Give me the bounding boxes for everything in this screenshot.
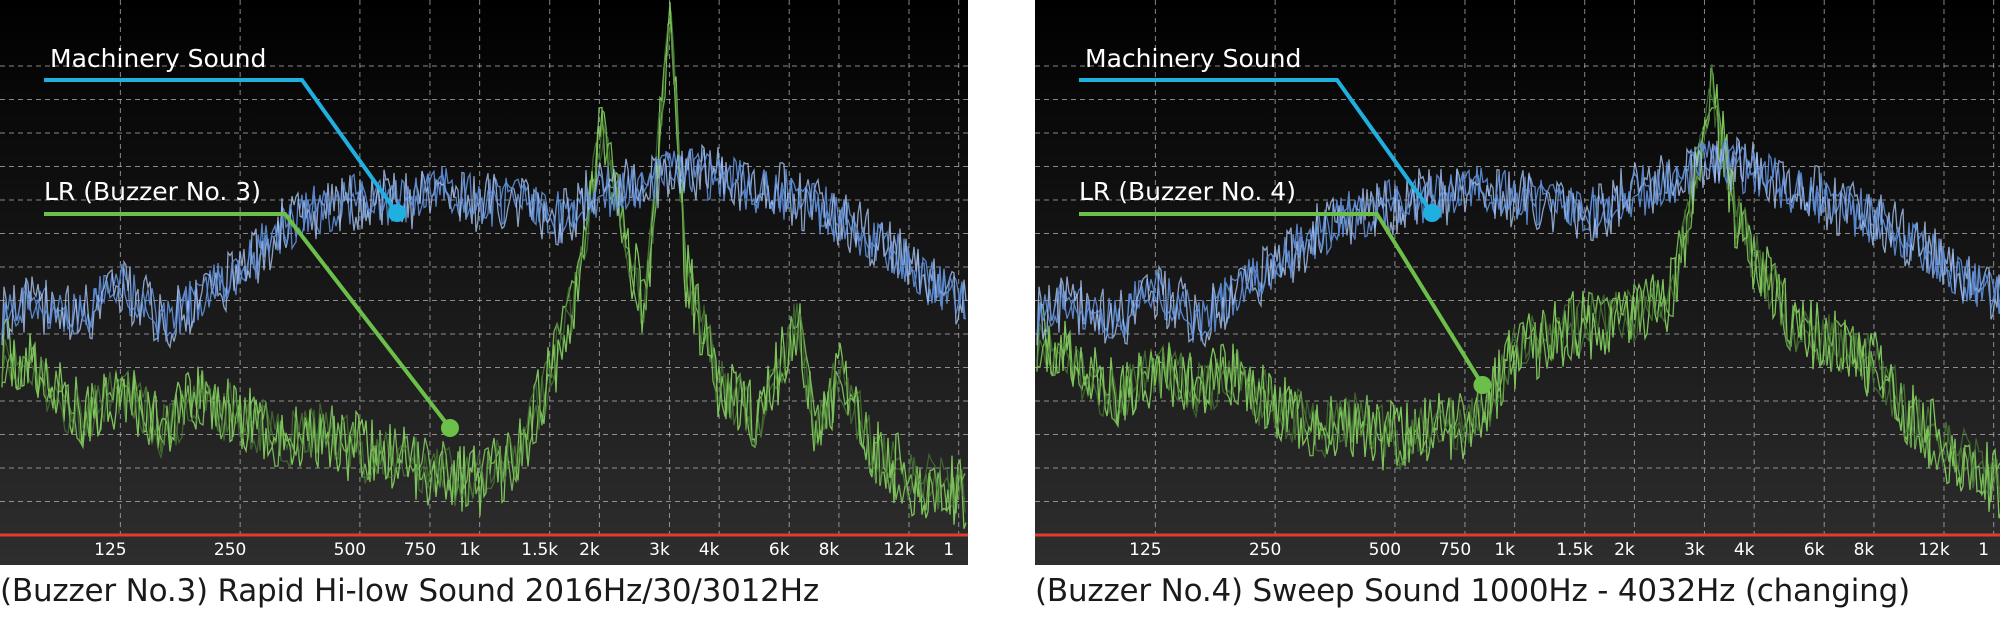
chart-caption: (Buzzer No.3) Rapid Hi-low Sound 2016Hz/… [0, 573, 819, 609]
series-lr-traces [1036, 64, 2000, 519]
x-tick-label: 6k [1804, 540, 1825, 560]
x-tick-label: 500 [1369, 540, 1401, 560]
series-lr-line [1036, 102, 2000, 502]
x-tick-label: 750 [404, 540, 436, 560]
x-tick-label: 4k [699, 540, 720, 560]
callout-lr-dot [1473, 376, 1492, 394]
series-lr-line [1036, 64, 2000, 497]
callout-machinery-label: Machinery Sound [50, 44, 266, 73]
chart-buzzer-3: 125 250 500 750 1k 1.5k 2k 3k 4k 6k 8k 12k 1 Machiner… [0, 0, 968, 565]
x-tick-label: 1.5k [521, 540, 558, 560]
x-tick-label: 12k [883, 540, 915, 560]
x-tick-label: 1k [1494, 540, 1515, 560]
series-machinery-traces [1036, 136, 2000, 348]
callout-machinery-label: Machinery Sound [1085, 44, 1301, 73]
x-tick-label: 1 [1978, 540, 1989, 560]
plot-background [0, 0, 968, 565]
chart-buzzer-4: 125 250 500 750 1k 1.5k 2k 3k 4k 6k 8k 12k 1 Machiner… [1035, 0, 2000, 565]
callouts: Machinery Sound LR (Buzzer No. 3) [44, 44, 459, 437]
x-tick-label: 8k [1854, 540, 1875, 560]
series-machinery-line [1036, 139, 2000, 339]
x-tick-label: 3k [1684, 540, 1705, 560]
callout-machinery-line [1079, 78, 1434, 215]
x-tick-label: 125 [1129, 540, 1161, 560]
callout-lr-line [1079, 212, 1485, 387]
series-machinery-traces [1, 143, 967, 349]
x-tick-label: 2k [1614, 540, 1635, 560]
series-machinery-line [1036, 136, 2000, 348]
callout-lr-dot [441, 419, 459, 437]
x-tick-label: 250 [1249, 540, 1281, 560]
x-tick-labels: 125 250 500 750 1k 1.5k 2k 3k 4k 6k 8k 12k 1 [94, 540, 954, 560]
x-tick-label: 750 [1439, 540, 1471, 560]
x-tick-labels: 125 250 500 750 1k 1.5k 2k 3k 4k 6k 8k 12k 1 [1129, 540, 1989, 560]
x-tick-label: 125 [94, 540, 126, 560]
callout-machinery-dot [388, 204, 407, 222]
series-lr-traces [1, 1, 967, 529]
series-machinery-line [1, 147, 966, 338]
chart-caption: (Buzzer No.4) Sweep Sound 1000Hz - 4032H… [1035, 573, 1910, 609]
callout-lr-label: LR (Buzzer No. 4) [1079, 177, 1296, 206]
x-tick-label: 6k [769, 540, 790, 560]
plot-background [1035, 0, 2000, 565]
x-tick-label: 500 [334, 540, 366, 560]
series-lr-line [1, 25, 966, 510]
chart-panel-buzzer-4: 125 250 500 750 1k 1.5k 2k 3k 4k 6k 8k 12k 1 Machiner… [1035, 0, 2000, 643]
callout-machinery-dot [1423, 204, 1442, 222]
x-tick-label: 250 [214, 540, 246, 560]
callout-lr-line [44, 212, 452, 430]
x-tick-label: 8k [819, 540, 840, 560]
callout-machinery-line [44, 78, 399, 215]
series-lr-line [1, 21, 966, 514]
x-tick-label: 3k [649, 540, 670, 560]
chart-panel-buzzer-3: 125 250 500 750 1k 1.5k 2k 3k 4k 6k 8k 12k 1 Machiner… [0, 0, 968, 643]
x-tick-label: 1 [943, 540, 954, 560]
x-tick-label: 2k [579, 540, 600, 560]
callouts: Machinery Sound LR (Buzzer No. 4) [1079, 44, 1492, 394]
x-tick-label: 4k [1734, 540, 1755, 560]
x-tick-label: 12k [1918, 540, 1950, 560]
x-tick-label: 1.5k [1556, 540, 1593, 560]
x-tick-label: 1k [459, 540, 480, 560]
callout-lr-label: LR (Buzzer No. 3) [44, 177, 261, 206]
series-machinery-line [1, 143, 967, 349]
